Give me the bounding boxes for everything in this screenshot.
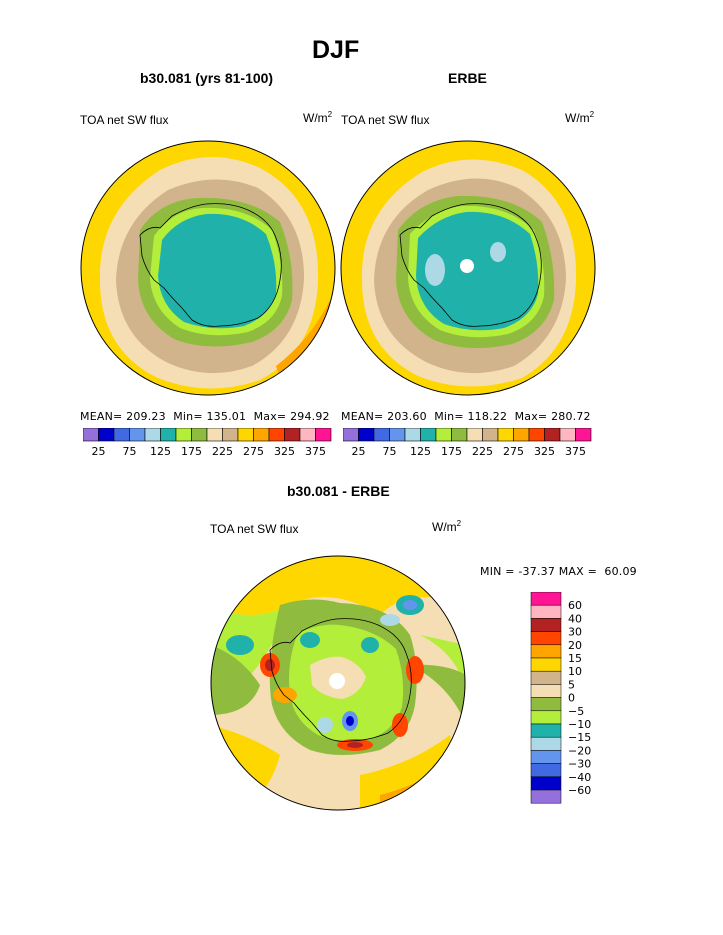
colorbar-swatch [191,428,208,442]
panel3-title: b30.081 - ERBE [287,483,390,499]
panel1-stats: MEAN= 209.23 Min= 135.01 Max= 294.92 [80,410,330,423]
panel3-map [210,555,466,811]
colorbar-tick-label: 20 [568,639,582,652]
colorbar-swatch [530,736,562,751]
panel3-field-label: TOA net SW flux [210,522,299,536]
colorbar-tick-label: 325 [534,445,555,458]
colorbar-swatch [451,428,468,442]
colorbar-swatch [482,428,499,442]
colorbar-tick-label: 275 [503,445,524,458]
colorbar-swatch [530,684,562,698]
colorbar-swatch [83,428,99,442]
colorbar-swatch [530,618,562,632]
panel3-units: W/m2 [432,519,462,534]
colorbar-swatch [544,428,561,442]
colorbar-tick-label: 275 [243,445,264,458]
colorbar-swatch [268,428,285,442]
colorbar-tick-label: 60 [568,599,582,612]
colorbar-swatch [530,789,562,804]
colorbar-swatch [404,428,421,442]
colorbar-swatch [129,428,146,442]
colorbar-tick-label: −30 [568,758,591,771]
colorbar-swatch [466,428,483,442]
colorbar-swatch [389,428,406,442]
panel2-colorbar: 25 75 125 175 225 275 325 375 [343,428,592,458]
colorbar-swatch [435,428,452,442]
colorbar-swatch [299,428,316,442]
colorbar-tick-label: −5 [568,705,584,718]
colorbar-swatch [530,657,562,672]
colorbar-tick-label: 175 [441,445,462,458]
colorbar-tick-label: 225 [212,445,233,458]
colorbar-swatch [420,428,437,442]
colorbar-swatch [575,428,592,442]
colorbar-tick-label: 30 [568,626,582,639]
colorbar-tick-label: −40 [568,771,591,784]
colorbar-swatch [373,428,390,442]
panel1-map [80,140,336,396]
colorbar-tick-label: 75 [123,445,137,458]
colorbar-tick-label: 10 [568,665,582,678]
panel2-title: ERBE [448,70,487,86]
colorbar-swatch [175,428,192,442]
colorbar-swatch [530,604,562,619]
colorbar-swatch [284,428,301,442]
colorbar-swatch [144,428,161,442]
colorbar-swatch [530,592,562,606]
colorbar-tick-label: −60 [568,784,591,797]
panel1-colorbar: 25 75 125 175 225 275 325 375 [83,428,332,458]
colorbar-tick-label: 125 [150,445,171,458]
panel2-units: W/m2 [565,110,595,125]
colorbar-swatch [113,428,130,442]
colorbar-swatch [559,428,576,442]
colorbar-swatch [160,428,177,442]
colorbar-swatch [315,428,332,442]
colorbar-swatch [530,670,562,685]
colorbar-tick-label: 175 [181,445,202,458]
colorbar-swatch [237,428,254,442]
panel1-title: b30.081 (yrs 81-100) [140,70,274,86]
page-title: DJF [312,36,360,64]
colorbar-swatch [530,763,562,778]
colorbar-tick-label: 75 [383,445,397,458]
colorbar-tick-label: 25 [352,445,366,458]
colorbar-tick-label: 125 [410,445,431,458]
colorbar-tick-label: 40 [568,612,582,625]
panel1-units: W/m2 [303,110,333,125]
colorbar-swatch [530,710,562,725]
panel1-field-label: TOA net SW flux [80,113,169,127]
colorbar-tick-label: −20 [568,744,591,757]
panel2-stats: MEAN= 203.60 Min= 118.22 Max= 280.72 [341,410,591,423]
colorbar-tick-label: 375 [565,445,586,458]
colorbar-tick-label: −10 [568,718,591,731]
colorbar-swatch [206,428,223,442]
colorbar-tick-label: −15 [568,731,591,744]
colorbar-tick-label: 375 [305,445,326,458]
colorbar-swatch [528,428,545,442]
colorbar-swatch [358,428,375,442]
colorbar-swatch [530,750,562,764]
colorbar-swatch [98,428,115,442]
colorbar-tick-label: 225 [472,445,493,458]
colorbar-swatch [222,428,239,442]
colorbar-tick-label: 15 [568,652,582,665]
colorbar-tick-label: 5 [568,678,575,691]
colorbar-swatch [530,723,562,738]
panel2-map [340,140,596,396]
panel2-field-label: TOA net SW flux [341,113,430,127]
colorbar-tick-label: 25 [92,445,106,458]
colorbar-swatch [343,428,359,442]
colorbar-tick-label: 325 [274,445,295,458]
colorbar-swatch [253,428,270,442]
panel3-minmax: MIN = -37.37 MAX = 60.09 [480,565,637,578]
colorbar-swatch [530,644,562,659]
colorbar-tick-label: 0 [568,692,575,705]
colorbar-swatch [530,776,562,791]
colorbar-swatch [497,428,514,442]
colorbar-swatch [530,631,562,646]
colorbar-swatch [530,697,562,712]
colorbar-swatch [513,428,530,442]
